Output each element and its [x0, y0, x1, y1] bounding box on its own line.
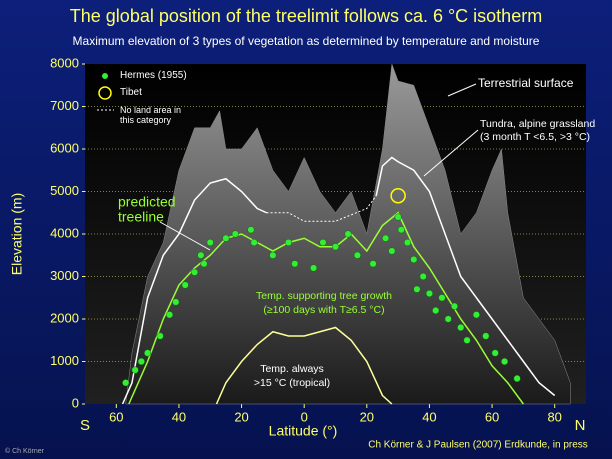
annotation: © Ch Körner — [5, 447, 45, 455]
series-line — [215, 326, 393, 405]
x-tick-label: 40 — [422, 409, 436, 424]
hermes-point — [319, 238, 327, 247]
hermes-point — [472, 311, 480, 319]
hermes-point — [144, 349, 152, 357]
pointer-line — [447, 83, 477, 97]
annotation: (3 month T <6.5, >3 °C) — [480, 131, 590, 143]
hermes-point — [165, 311, 174, 319]
x-tick-label: 40 — [172, 409, 186, 424]
annotation: Temp. always — [260, 363, 324, 375]
hermes-point — [250, 238, 258, 247]
pointer-line — [159, 221, 211, 251]
y-tick-label: 6000 — [50, 140, 79, 155]
hermes-point — [247, 226, 255, 234]
y-axis-label: Elevation (m) — [9, 193, 25, 275]
legend-marker — [102, 73, 108, 79]
y-tick-label: 1000 — [50, 353, 79, 368]
pointer-line — [423, 129, 479, 177]
hermes-point — [457, 323, 465, 332]
hermes-point — [222, 234, 230, 242]
y-tick-label: 3000 — [50, 268, 79, 283]
hermes-point — [425, 289, 433, 298]
y-tick-label: 5000 — [50, 183, 79, 198]
hermes-point — [382, 234, 390, 242]
x-tick-label: 20 — [234, 409, 248, 424]
hermes-point — [491, 349, 499, 357]
x-tick-label: 80 — [547, 409, 561, 424]
y-tick-label: 2000 — [50, 310, 79, 325]
hermes-point — [197, 251, 205, 259]
hermes-point — [191, 268, 199, 276]
annotation: Ch Körner & J Paulsen (2007) Erdkunde, i… — [368, 440, 588, 451]
x-tick-label: 0 — [301, 409, 308, 424]
hermes-point — [269, 251, 277, 259]
annotation: Temp. supporting tree growth — [256, 290, 392, 302]
hermes-point — [331, 243, 340, 251]
hermes-point — [284, 238, 293, 247]
series-line — [375, 156, 556, 397]
annotation: Terrestrial surface — [478, 76, 574, 90]
hermes-point — [122, 379, 130, 387]
hermes-point — [444, 315, 452, 323]
series-line — [121, 177, 267, 405]
annotation: (≥100 days with T≥6.5 °C) — [263, 304, 384, 316]
hermes-point — [131, 366, 139, 374]
series-line — [128, 211, 524, 405]
hermes-point — [291, 260, 299, 268]
hermes-point — [156, 332, 164, 340]
legend-label: Tibet — [120, 87, 142, 98]
hermes-point — [513, 374, 521, 383]
x-axis-label: Latitude (°) — [269, 423, 338, 439]
y-tick-label: 7000 — [50, 98, 79, 113]
legend-label: No land area in this category — [120, 105, 182, 125]
hermes-point — [310, 264, 318, 272]
hermes-point — [369, 260, 377, 268]
chart-title: The global position of the treelimit fol… — [70, 6, 542, 26]
annotation: S — [80, 417, 90, 434]
hermes-point — [419, 272, 427, 281]
hermes-point — [450, 302, 459, 310]
hermes-point — [432, 306, 440, 315]
chart-subtitle: Maximum elevation of 3 types of vegetati… — [73, 34, 540, 48]
hermes-point — [438, 294, 446, 302]
annotation: Tundra, alpine grassland — [480, 118, 595, 130]
hermes-point — [394, 213, 402, 221]
annotation: treeline — [118, 209, 164, 225]
x-tick-label: 20 — [360, 409, 374, 424]
legend-label: Hermes (1955) — [120, 70, 187, 81]
x-tick-label: 60 — [109, 409, 123, 424]
legend-marker — [98, 86, 112, 100]
hermes-point — [463, 336, 471, 344]
hermes-point — [137, 357, 145, 366]
annotation: >15 °C (tropical) — [254, 377, 330, 389]
hermes-point — [353, 251, 361, 259]
hermes-point — [200, 260, 208, 268]
hermes-point — [501, 357, 509, 366]
tibet-point — [390, 188, 406, 204]
hermes-point — [344, 230, 352, 238]
hermes-point — [172, 298, 180, 306]
hermes-point — [388, 247, 396, 255]
hermes-point — [397, 226, 405, 234]
hermes-point — [482, 332, 490, 340]
y-tick-label: 0 — [72, 395, 79, 410]
annotation: predicted — [118, 194, 176, 210]
hermes-point — [206, 238, 214, 247]
y-tick-label: 8000 — [50, 55, 79, 70]
hermes-point — [231, 230, 239, 238]
hermes-point — [181, 281, 189, 289]
x-tick-label: 60 — [485, 409, 499, 424]
y-tick-label: 4000 — [50, 225, 79, 240]
hermes-point — [413, 285, 421, 293]
hermes-point — [403, 238, 412, 247]
annotation: N — [575, 417, 586, 434]
hermes-point — [410, 255, 418, 264]
